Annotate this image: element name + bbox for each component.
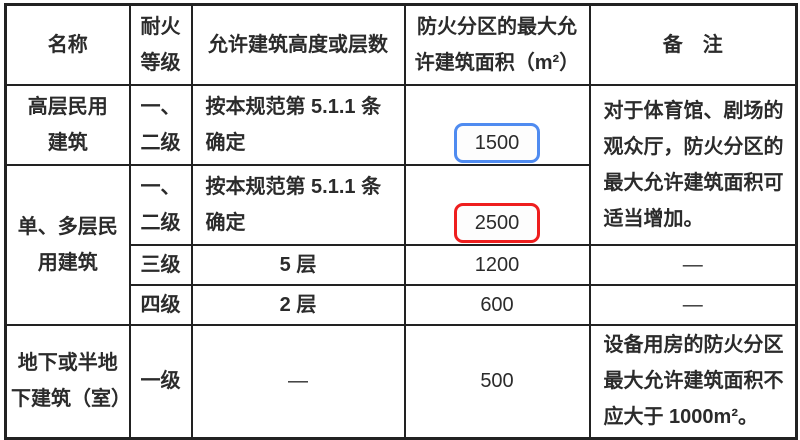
header-cell-fire-rating: 耐火 等级 — [128, 3, 193, 86]
cell-multi-grade4-rating: 四级 — [128, 283, 193, 326]
row-multi-grade3: 三级 5 层 1200 — — [6, 243, 798, 286]
cell-multi-name: 单、多层民 用建筑 — [4, 163, 131, 326]
cell-underground-name: 地下或半地 下建筑（室） — [4, 323, 131, 440]
row-multi-grade12: 单、多层民 用建筑 一、 二级 按本规范第 5.1.1 条 确定 2500 — [4, 163, 797, 326]
highlight-box-blue: 1500 — [453, 122, 541, 163]
header-cell-height: 允许建筑高度或层数 — [190, 3, 406, 86]
cell-highrise-name: 高层民用 建筑 — [4, 83, 131, 166]
row-highrise: 高层民用 建筑 一、 二级 按本规范第 5.1.1 条 确定 1500 对于体育… — [4, 83, 798, 246]
row-underground: 地下或半地 下建筑（室） 一级 — 500 设备用房的防火分区 最大允许建筑面积… — [4, 323, 798, 440]
cell-multi-grade3-area: 1200 — [403, 243, 591, 286]
cell-underground-rating: 一级 — [128, 323, 193, 440]
cell-multi-grade4-area: 600 — [403, 283, 591, 326]
cell-highrise-rating: 一、 二级 — [128, 83, 193, 166]
cell-merged-remark: 对于体育馆、剧场的 观众厅，防火分区的 最大允许建筑面积可 适当增加。 — [588, 83, 798, 246]
cell-multi-grade3-remark: — — [588, 243, 798, 286]
cell-multi-grade4-height: 2 层 — [190, 283, 406, 326]
cell-highrise-area: 1500 — [403, 83, 591, 166]
fire-zone-area-table: 名称 耐火 等级 允许建筑高度或层数 防火分区的最大允 许建筑面积（m²） 备 … — [4, 3, 798, 440]
cell-multi-grade3-rating: 三级 — [128, 243, 193, 286]
header-cell-remark: 备 注 — [588, 3, 798, 86]
cell-underground-area: 500 — [403, 323, 591, 440]
cell-underground-height: — — [190, 323, 406, 440]
cell-multi-grade12-rating: 一、 二级 — [128, 163, 193, 246]
highlight-box-red: 2500 — [453, 202, 541, 243]
cell-highrise-height: 按本规范第 5.1.1 条 确定 — [190, 83, 406, 166]
header-cell-area: 防火分区的最大允 许建筑面积（m²） — [403, 3, 591, 86]
cell-multi-grade3-height: 5 层 — [190, 243, 406, 286]
cell-multi-grade4-remark: — — [588, 283, 798, 326]
cell-multi-grade12-height: 按本规范第 5.1.1 条 确定 — [190, 163, 406, 246]
header-row: 名称 耐火 等级 允许建筑高度或层数 防火分区的最大允 许建筑面积（m²） 备 … — [4, 3, 798, 86]
row-multi-grade4: 四级 2 层 600 — — [6, 283, 798, 326]
cell-underground-remark: 设备用房的防火分区 最大允许建筑面积不 应大于 1000m²。 — [588, 323, 798, 440]
cell-multi-grade12-area: 2500 — [403, 163, 591, 246]
header-cell-name: 名称 — [4, 3, 131, 86]
